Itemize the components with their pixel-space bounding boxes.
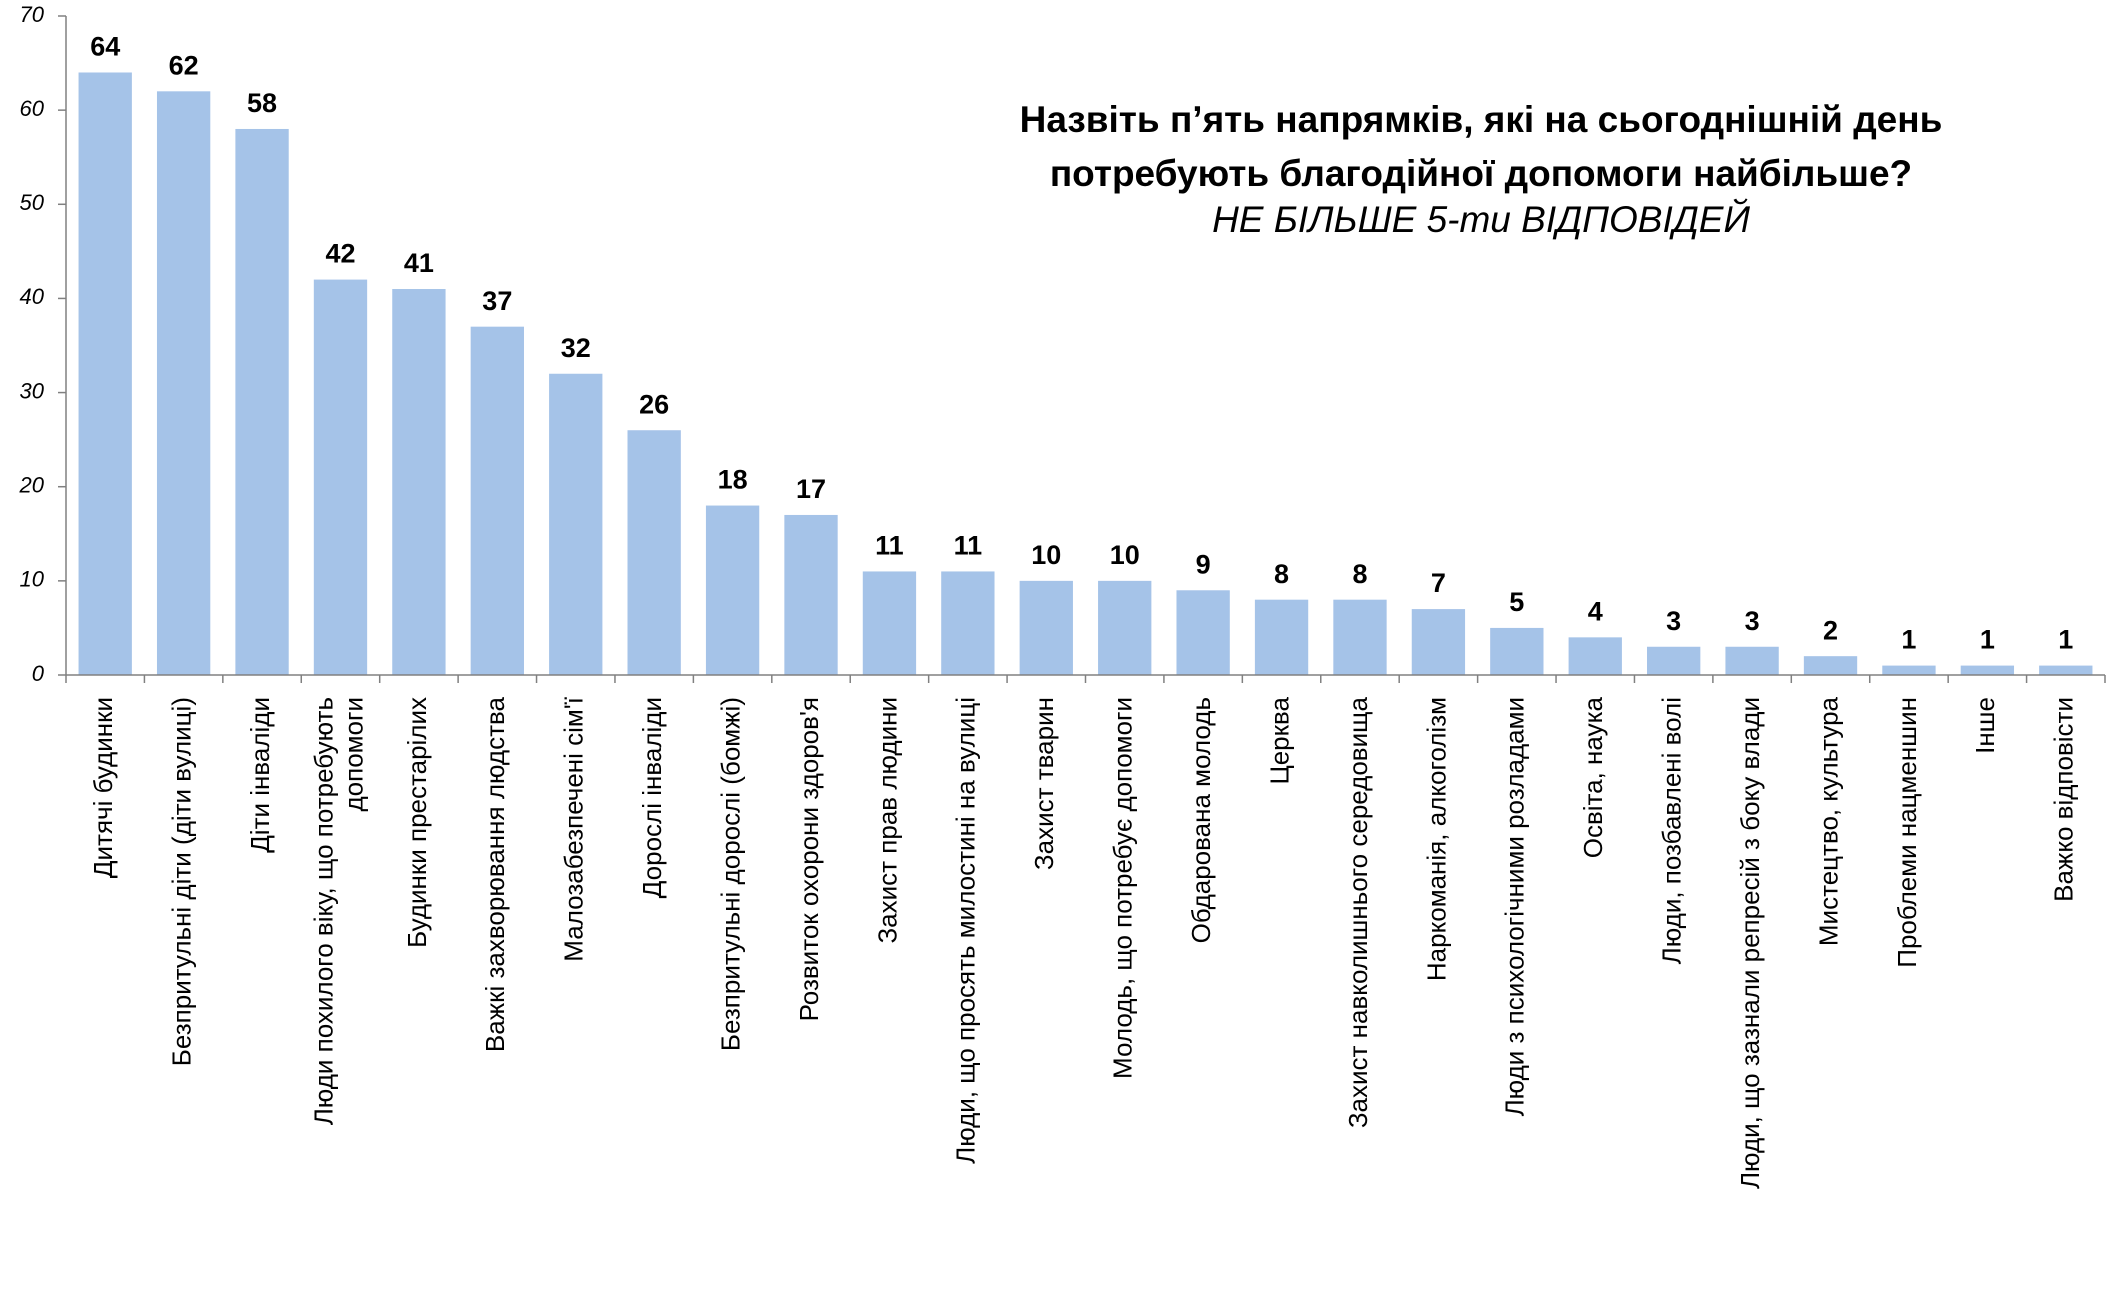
data-label: 3 bbox=[1745, 606, 1760, 636]
y-tick-label: 0 bbox=[32, 661, 45, 686]
bar bbox=[549, 373, 603, 675]
data-label: 18 bbox=[718, 465, 748, 495]
data-label: 32 bbox=[561, 333, 591, 363]
bar bbox=[313, 279, 368, 675]
x-tick-label: Захист прав людини bbox=[872, 697, 902, 944]
x-tick-label: Будинки престарілих bbox=[402, 697, 432, 948]
bar bbox=[78, 72, 132, 675]
data-label: 8 bbox=[1274, 559, 1289, 589]
data-label: 5 bbox=[1509, 587, 1524, 617]
bar bbox=[392, 289, 446, 675]
y-tick-label: 10 bbox=[20, 567, 45, 592]
x-tick-label: Малозабезпечені сім'ї bbox=[559, 697, 589, 962]
data-label: 4 bbox=[1588, 596, 1603, 626]
bar bbox=[2039, 665, 2093, 675]
data-label: 9 bbox=[1196, 549, 1211, 579]
bar bbox=[1725, 646, 1779, 675]
data-label: 1 bbox=[2058, 625, 2073, 655]
x-tick-label: Діти інваліди bbox=[245, 697, 275, 853]
bar bbox=[862, 571, 917, 675]
x-tick-label: Церква bbox=[1264, 696, 1294, 784]
data-label: 1 bbox=[1901, 625, 1916, 655]
bar bbox=[1568, 637, 1622, 675]
x-tick-label: Люди з психологічними розладами bbox=[1500, 697, 1530, 1116]
data-label: 42 bbox=[325, 239, 355, 269]
bar bbox=[156, 91, 211, 676]
x-tick-label: Безпритульні дорослі (бомжі) bbox=[715, 697, 745, 1051]
data-label: 41 bbox=[404, 248, 434, 278]
x-tick-label: Освіта, наука bbox=[1578, 696, 1608, 858]
x-tick-label: Розвиток охорони здоров'я bbox=[794, 697, 824, 1021]
x-tick-label: Люди, що просять милостині на вулиці bbox=[951, 697, 981, 1164]
data-label: 11 bbox=[875, 531, 904, 561]
x-tick-label: Захист тварин bbox=[1029, 697, 1059, 870]
bar bbox=[1803, 656, 1858, 675]
data-label: 10 bbox=[1110, 540, 1140, 570]
data-label: 62 bbox=[169, 50, 199, 80]
data-label: 2 bbox=[1823, 615, 1838, 645]
data-label: 7 bbox=[1431, 568, 1446, 598]
x-tick-label: Дитячі будинки bbox=[88, 697, 118, 878]
y-tick-label: 30 bbox=[20, 378, 45, 403]
bar bbox=[1098, 580, 1152, 675]
data-label: 8 bbox=[1352, 559, 1367, 589]
x-tick-label: Люди, позбавлені волі bbox=[1657, 697, 1687, 964]
x-tick-label: Люди похилого віку, що потребуютьдопомог… bbox=[308, 697, 368, 1125]
bar bbox=[1882, 665, 1936, 675]
bar bbox=[1019, 580, 1073, 675]
x-tick-label: Обдарована молодь bbox=[1186, 697, 1216, 943]
x-tick-label: Захист навколишнього середовища bbox=[1343, 696, 1373, 1128]
bar bbox=[1176, 590, 1230, 675]
chart-title: Назвіть п’ять напрямків, які на сьогодні… bbox=[1020, 99, 1943, 140]
bar bbox=[1411, 609, 1466, 675]
x-tick-label: Наркоманія, алкоголізм bbox=[1421, 697, 1451, 981]
data-label: 11 bbox=[954, 531, 983, 561]
x-tick-label: Проблеми нацменшин bbox=[1892, 697, 1922, 968]
bar bbox=[941, 571, 995, 675]
bar bbox=[627, 430, 681, 675]
bar bbox=[1490, 627, 1544, 675]
chart-subtitle: НЕ БІЛЬШЕ 5-ти ВІДПОВІДЕЙ bbox=[1212, 198, 1750, 240]
label-line: Люди похилого віку, що потребують bbox=[308, 697, 338, 1125]
x-tick-label: Інше bbox=[1970, 697, 2000, 754]
bar bbox=[1333, 599, 1387, 675]
x-tick-label: Дорослі інваліди bbox=[637, 697, 667, 898]
bar bbox=[705, 505, 760, 675]
y-tick-label: 70 bbox=[20, 2, 45, 27]
data-label: 3 bbox=[1666, 606, 1681, 636]
data-label: 58 bbox=[247, 88, 277, 118]
data-label: 26 bbox=[639, 389, 669, 419]
data-label: 10 bbox=[1031, 540, 1061, 570]
y-tick-label: 20 bbox=[19, 473, 45, 498]
bar bbox=[1960, 665, 2015, 675]
x-tick-label: Безпритульні діти (діти вулиці) bbox=[167, 697, 197, 1066]
y-tick-label: 40 bbox=[20, 284, 45, 309]
bar bbox=[1647, 646, 1701, 675]
x-tick-label: Мистецтво, культура bbox=[1813, 696, 1843, 946]
data-label: 37 bbox=[482, 286, 512, 316]
label-line: допомоги bbox=[338, 697, 368, 812]
y-tick-label: 50 bbox=[20, 190, 45, 215]
bar bbox=[1254, 599, 1309, 675]
data-label: 17 bbox=[796, 474, 826, 504]
y-tick-label: 60 bbox=[20, 96, 45, 121]
x-tick-label: Важкі захворювання людства bbox=[480, 696, 510, 1052]
x-tick-label: Люди, що зазнали репресій з боку влади bbox=[1735, 697, 1765, 1189]
x-tick-label: Важко відповісти bbox=[2049, 697, 2079, 902]
bar bbox=[784, 514, 838, 675]
bar bbox=[235, 128, 289, 675]
data-label: 1 bbox=[1980, 625, 1995, 655]
chart-title: потребують благодійної допомоги найбільш… bbox=[1050, 153, 1912, 194]
x-tick-label: Молодь, що потребує допомоги bbox=[1108, 697, 1138, 1079]
bar bbox=[470, 326, 524, 675]
data-label: 64 bbox=[90, 32, 120, 62]
